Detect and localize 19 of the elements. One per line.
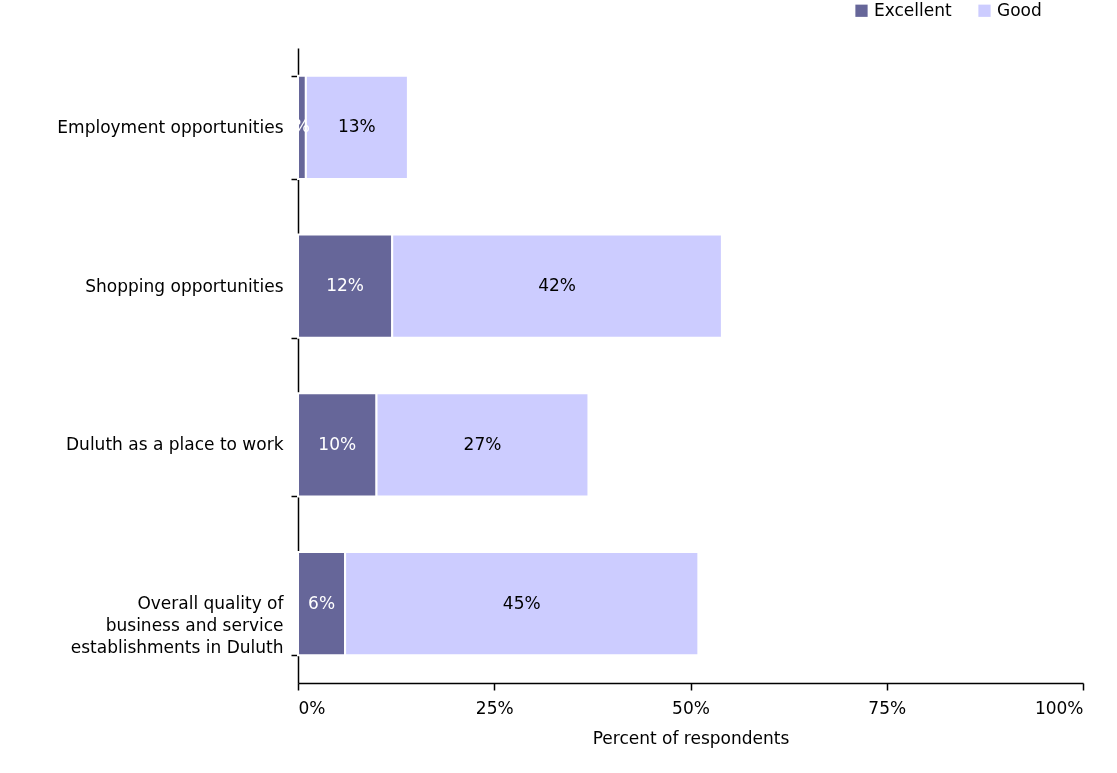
x-tick-label: 50% bbox=[672, 697, 710, 718]
y-tick-label: Employment opportunities bbox=[57, 116, 284, 137]
data-label: 42% bbox=[538, 275, 576, 296]
legend-label: Good bbox=[997, 0, 1042, 20]
data-label: 12% bbox=[326, 275, 364, 296]
data-label: 13% bbox=[337, 116, 376, 137]
y-tick-label: Duluth as a place to work bbox=[66, 434, 284, 455]
x-tick-label: 25% bbox=[475, 697, 514, 718]
x-tick-label: 75% bbox=[868, 697, 907, 718]
y-tick-label: Shopping opportunities bbox=[85, 275, 284, 296]
data-label: 27% bbox=[463, 433, 502, 454]
x-tick-label: 0% bbox=[298, 697, 326, 718]
x-tick-label: 100% bbox=[1034, 697, 1084, 718]
y-tick-label: Overall quality of business and service establishments in Duluth bbox=[70, 593, 285, 658]
x-axis-title: Percent of respondents bbox=[592, 727, 790, 748]
data-label: 10% bbox=[318, 433, 357, 454]
legend-label: Excellent bbox=[874, 0, 952, 20]
data-label: 45% bbox=[502, 592, 541, 613]
data-label: 6% bbox=[308, 592, 336, 613]
